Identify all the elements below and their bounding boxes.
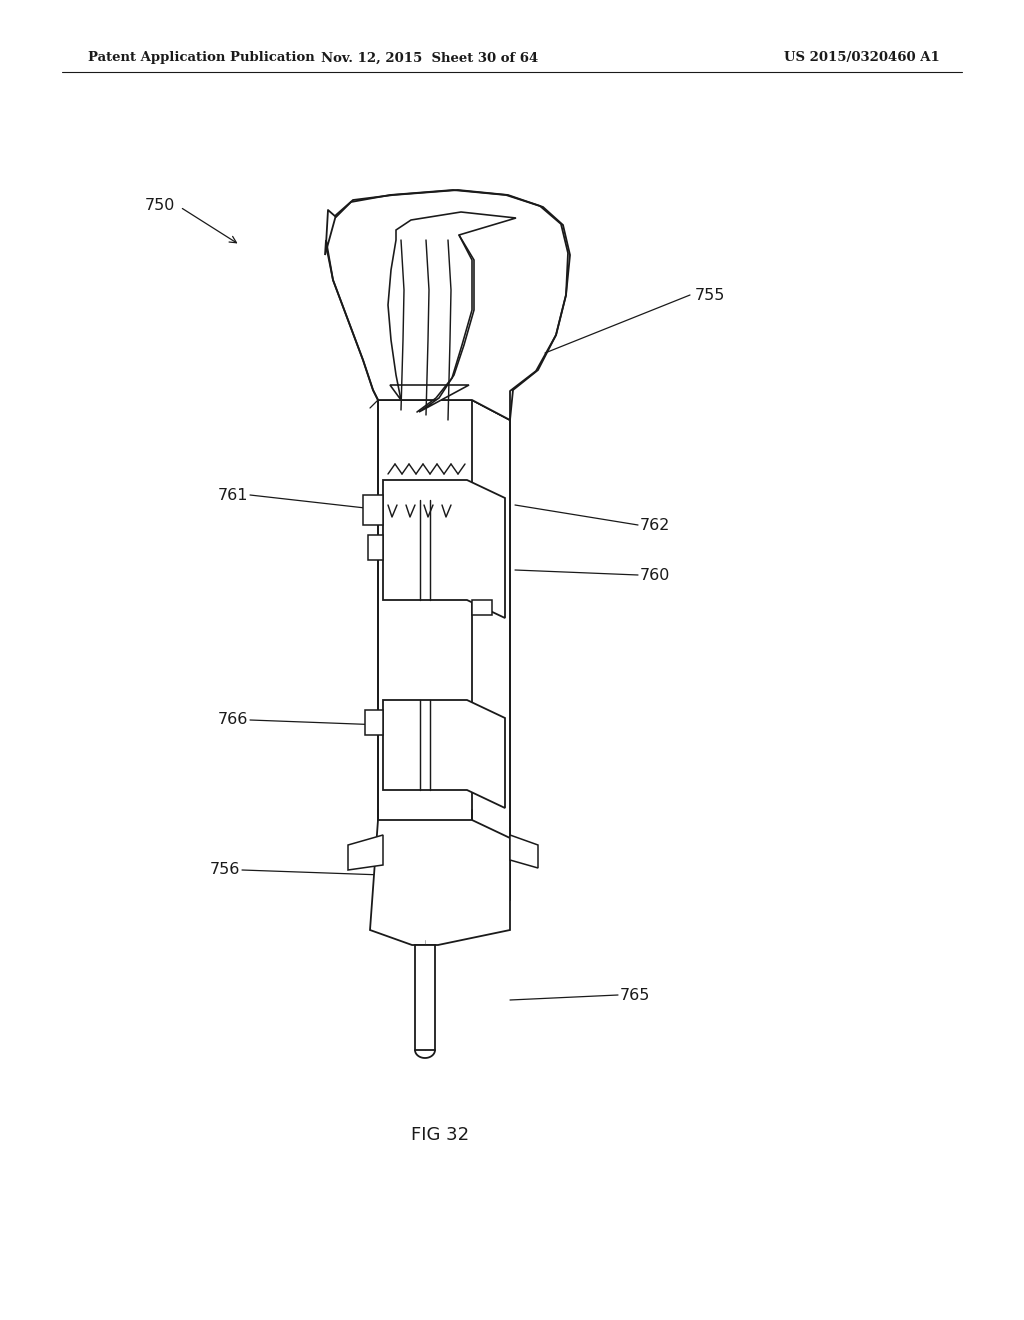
- Polygon shape: [378, 400, 510, 900]
- Polygon shape: [370, 820, 510, 945]
- Polygon shape: [510, 836, 538, 869]
- Text: Nov. 12, 2015  Sheet 30 of 64: Nov. 12, 2015 Sheet 30 of 64: [322, 51, 539, 65]
- Polygon shape: [325, 190, 570, 420]
- Text: 756: 756: [210, 862, 240, 878]
- Text: FIG 32: FIG 32: [411, 1126, 469, 1144]
- Text: 750: 750: [144, 198, 175, 213]
- Polygon shape: [388, 213, 516, 412]
- Text: 761: 761: [217, 487, 248, 503]
- Text: 755: 755: [695, 288, 725, 302]
- Text: 766: 766: [218, 713, 248, 727]
- Polygon shape: [348, 836, 383, 870]
- Polygon shape: [383, 700, 505, 808]
- Text: 765: 765: [620, 987, 650, 1002]
- Polygon shape: [415, 945, 435, 1049]
- Text: 760: 760: [640, 568, 671, 582]
- Text: US 2015/0320460 A1: US 2015/0320460 A1: [784, 51, 940, 65]
- Text: 762: 762: [640, 517, 671, 532]
- Polygon shape: [472, 601, 492, 615]
- Text: Patent Application Publication: Patent Application Publication: [88, 51, 314, 65]
- Polygon shape: [383, 480, 505, 618]
- Polygon shape: [362, 495, 383, 525]
- Polygon shape: [368, 535, 383, 560]
- Polygon shape: [365, 710, 383, 735]
